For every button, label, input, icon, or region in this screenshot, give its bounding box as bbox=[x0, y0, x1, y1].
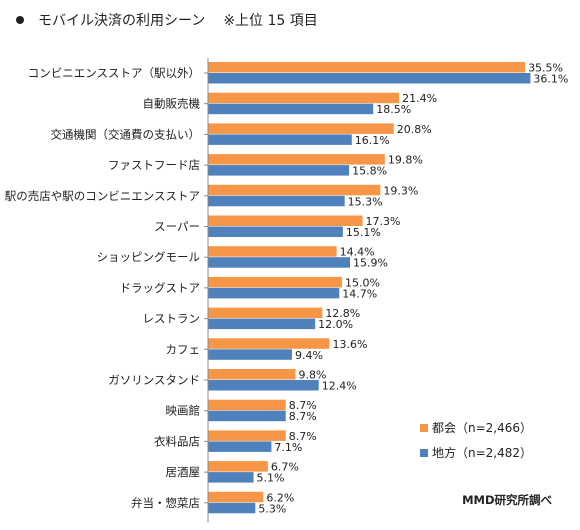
bar bbox=[208, 73, 531, 84]
data-label: 15.3% bbox=[348, 195, 383, 208]
category-label: スーパー bbox=[154, 220, 200, 234]
data-label: 15.1% bbox=[346, 226, 381, 239]
data-label: 6.7% bbox=[271, 461, 299, 474]
chart-header: モバイル決済の利用シーン ※上位 15 項目 bbox=[10, 8, 318, 32]
data-label: 18.5% bbox=[376, 103, 411, 116]
bar bbox=[208, 287, 340, 299]
data-label: 20.8% bbox=[397, 123, 432, 136]
data-label: 15.9% bbox=[353, 257, 388, 270]
bar bbox=[208, 165, 350, 176]
bar bbox=[208, 62, 526, 73]
category-label: 弁当・惣菜店 bbox=[131, 496, 200, 510]
legend-label: 都会（n=2,466） bbox=[432, 421, 532, 435]
data-label: 6.2% bbox=[266, 491, 294, 504]
bar bbox=[208, 430, 286, 441]
data-label: 7.1% bbox=[274, 441, 302, 454]
bar bbox=[208, 461, 268, 472]
bar bbox=[208, 491, 264, 503]
bar bbox=[208, 399, 286, 411]
category-label: ファストフード店 bbox=[108, 158, 200, 172]
category-label: 居酒屋 bbox=[166, 465, 201, 479]
data-label: 21.4% bbox=[402, 92, 437, 105]
bar bbox=[208, 338, 330, 349]
bar bbox=[208, 195, 345, 207]
bar bbox=[208, 369, 296, 380]
category-label: 駅の売店や駅のコンビニエンスストア bbox=[5, 189, 200, 203]
category-label: コンビニエンスストア（駅以外） bbox=[28, 66, 200, 80]
bar bbox=[208, 380, 319, 391]
data-label: 16.1% bbox=[355, 134, 390, 147]
legend-swatch bbox=[420, 449, 428, 457]
bar bbox=[208, 441, 272, 452]
data-label: 5.3% bbox=[258, 502, 286, 515]
category-label: レストラン bbox=[143, 312, 201, 326]
chart-subtitle: ※上位 15 項目 bbox=[223, 13, 318, 29]
data-label: 12.0% bbox=[318, 318, 353, 331]
category-label: 交通機関（交通費の支払い） bbox=[51, 127, 201, 141]
bar bbox=[208, 307, 323, 319]
chart-title: モバイル決済の利用シーン bbox=[38, 13, 206, 29]
bar bbox=[208, 92, 400, 104]
bar bbox=[208, 154, 385, 165]
bar bbox=[208, 318, 316, 330]
data-label: 9.4% bbox=[295, 349, 323, 362]
category-label: 衣料品店 bbox=[154, 434, 200, 448]
legend-swatch bbox=[420, 424, 428, 432]
legend-label: 地方（n=2,482） bbox=[432, 445, 532, 460]
data-label: 13.6% bbox=[332, 338, 367, 351]
data-label: 8.7% bbox=[289, 399, 317, 412]
data-label: 14.4% bbox=[340, 246, 375, 259]
bullet-icon bbox=[16, 16, 24, 24]
bar bbox=[208, 184, 381, 196]
category-label: ドラッグストア bbox=[120, 281, 201, 295]
data-label: 19.3% bbox=[383, 184, 418, 197]
bar bbox=[208, 502, 256, 514]
bar bbox=[208, 472, 254, 483]
bar bbox=[208, 349, 292, 360]
data-label: 15.8% bbox=[352, 165, 387, 178]
bar bbox=[208, 276, 342, 288]
data-label: 8.7% bbox=[289, 410, 317, 423]
source-note: MMD研究所調べ bbox=[462, 493, 552, 507]
data-label: 8.7% bbox=[289, 430, 317, 443]
category-label: 自動販売機 bbox=[143, 97, 201, 111]
bar bbox=[208, 226, 343, 237]
data-label: 12.4% bbox=[322, 380, 357, 393]
data-label: 36.1% bbox=[533, 73, 568, 86]
bar bbox=[208, 123, 394, 134]
data-label: 35.5% bbox=[528, 62, 563, 75]
category-label: ガソリンスタンド bbox=[108, 373, 200, 387]
bar bbox=[208, 246, 337, 257]
bar bbox=[208, 410, 286, 422]
data-label: 5.1% bbox=[257, 472, 285, 485]
data-label: 12.8% bbox=[325, 307, 360, 320]
category-label: ショッピングモール bbox=[97, 250, 201, 264]
category-label: 映画館 bbox=[166, 404, 201, 418]
data-label: 17.3% bbox=[366, 215, 401, 228]
bar bbox=[208, 103, 374, 115]
bar bbox=[208, 215, 363, 226]
category-label: カフェ bbox=[166, 342, 201, 356]
data-label: 9.8% bbox=[299, 369, 327, 382]
bar bbox=[208, 257, 351, 268]
data-label: 19.8% bbox=[388, 154, 423, 167]
data-label: 14.7% bbox=[342, 287, 377, 300]
bar bbox=[208, 134, 352, 145]
data-label: 15.0% bbox=[345, 276, 380, 289]
